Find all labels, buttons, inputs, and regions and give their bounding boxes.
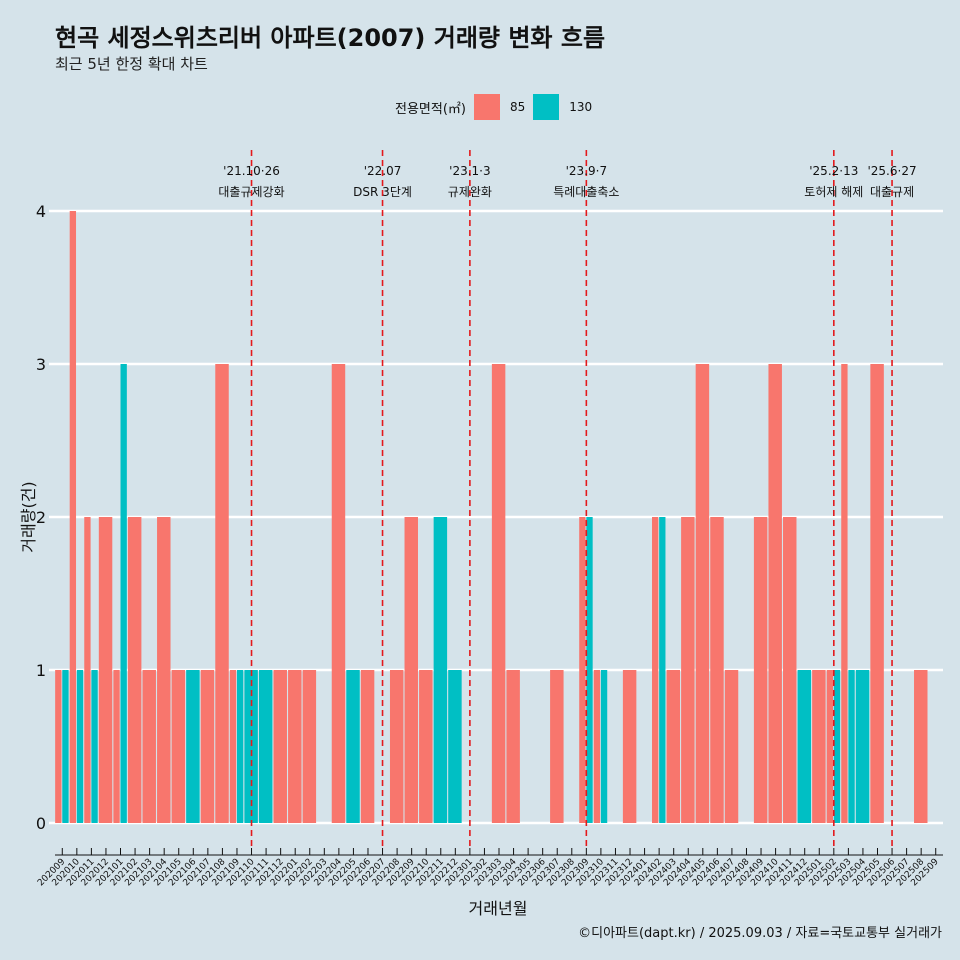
legend-key-130 [533, 94, 560, 120]
bar-130-202011 [91, 670, 98, 823]
bar-85-202502 [826, 670, 834, 823]
bar-85-202201 [288, 670, 302, 823]
bar-85-202505 [870, 364, 884, 823]
y-tick-label: 2 [36, 508, 46, 527]
bar-85-202009 [55, 670, 62, 823]
bar-85-202411 [783, 517, 797, 823]
bar-85-202402 [652, 517, 659, 823]
bar-85-202102 [127, 517, 142, 823]
x-axis-title: 거래년월 [469, 899, 528, 918]
annotation-date: '25.2·13 [809, 164, 858, 178]
bar-85-202011 [84, 517, 91, 823]
bar-85-202403 [666, 670, 681, 823]
bar-130-202010 [76, 670, 84, 823]
y-tick-label: 0 [36, 814, 46, 833]
bar-85-202012 [98, 517, 113, 823]
y-axis: 0 1 2 3 4 [36, 202, 46, 833]
annotation-label: 대출규제강화 [218, 185, 284, 199]
y-axis-title: 거래량(건) [19, 481, 38, 552]
bar-130-202310 [600, 670, 608, 823]
bar-130-202402 [659, 517, 666, 823]
bar-85-202101 [113, 670, 120, 823]
y-tick-label: 3 [36, 355, 46, 374]
bar-130-202110 [244, 670, 258, 823]
bar-85-202112 [273, 670, 287, 823]
y-tick-label: 1 [36, 661, 46, 680]
bar-85-202105 [171, 670, 186, 823]
legend-key-85 [473, 94, 500, 120]
legend-title: 전용면적(㎡) [395, 101, 466, 117]
bar-85-202109 [229, 670, 237, 823]
bar-85-202210 [419, 670, 433, 823]
annotation-label: DSR 3단계 [353, 185, 412, 199]
source-caption: ©디아파트(dapt.kr) / 2025.09.03 / 자료=국토교통부 실… [578, 926, 942, 941]
legend-item-130: 130 [533, 94, 592, 120]
legend-item-85: 85 [473, 94, 526, 120]
bar-85-202108 [215, 364, 229, 823]
bar-85-202405 [695, 364, 710, 823]
legend-label-130: 130 [569, 100, 593, 114]
bar-85-202107 [200, 670, 215, 823]
bar-130-202504 [855, 670, 870, 823]
bar-130-202111 [258, 670, 273, 823]
bar-85-202309 [579, 517, 586, 823]
bars [55, 211, 928, 823]
bar-85-202404 [681, 517, 695, 823]
annotation-date: '21.10·26 [223, 164, 280, 178]
bar-85-202202 [302, 670, 317, 823]
bar-130-202412 [797, 670, 812, 823]
bar-130-202106 [186, 670, 200, 823]
bar-85-202407 [724, 670, 739, 823]
bar-130-202309 [586, 517, 593, 823]
bar-85-202410 [768, 364, 782, 823]
bar-85-202104 [157, 517, 171, 823]
bar-85-202103 [142, 670, 156, 823]
annotation-label: 규제완화 [448, 185, 492, 199]
annotation-date: '23.1·3 [449, 164, 490, 178]
bar-85-202204 [331, 364, 346, 823]
chart-title: 현곡 세정스위츠리버 아파트(2007) 거래량 변화 흐름 [55, 24, 606, 52]
bar-85-202310 [593, 670, 601, 823]
bar-85-202312 [622, 670, 637, 823]
legend-label-85: 85 [509, 100, 526, 114]
bar-130-202009 [62, 670, 69, 823]
annotation-lines [250, 150, 893, 850]
y-tick-label: 4 [36, 202, 46, 221]
x-axis: 2020092020102020112020122021012021022021… [36, 848, 943, 888]
bar-130-202205 [346, 670, 360, 823]
bar-130-202109 [236, 670, 244, 823]
annotation-label: 대출규제 [870, 185, 914, 199]
annotation-date: '25.6·27 [867, 164, 916, 178]
bar-130-202502 [833, 670, 841, 823]
bar-85-202304 [506, 670, 520, 823]
bar-85-202501 [812, 670, 826, 823]
bar-85-202208 [389, 670, 404, 823]
bar-130-202212 [448, 670, 462, 823]
bar-130-202503 [848, 670, 855, 823]
bar-85-202409 [753, 517, 768, 823]
bar-85-202307 [550, 670, 564, 823]
bar-85-202508 [914, 670, 928, 823]
annotation-labels: '21.10·26 대출규제강화 '22.07 DSR 3단계 '23.1·3 규제완화 '… [218, 164, 916, 199]
bar-130-202211 [433, 517, 448, 823]
annotation-date: '23.9·7 [566, 164, 607, 178]
annotation-label: 토허제 해제 [804, 185, 863, 199]
legend: 전용면적(㎡) 85 130 [395, 93, 600, 121]
bar-85-202209 [404, 517, 418, 823]
bar-85-202206 [360, 670, 375, 823]
annotation-date: '22.07 [364, 164, 402, 178]
bar-85-202503 [841, 364, 848, 823]
bar-85-202406 [710, 517, 724, 823]
bar-85-202303 [491, 364, 506, 823]
annotation-label: 특례대출축소 [553, 185, 619, 199]
bar-85-202010 [69, 211, 77, 823]
bar-130-202101 [120, 364, 127, 823]
chart-subtitle: 최근 5년 한정 확대 차트 [55, 55, 208, 73]
